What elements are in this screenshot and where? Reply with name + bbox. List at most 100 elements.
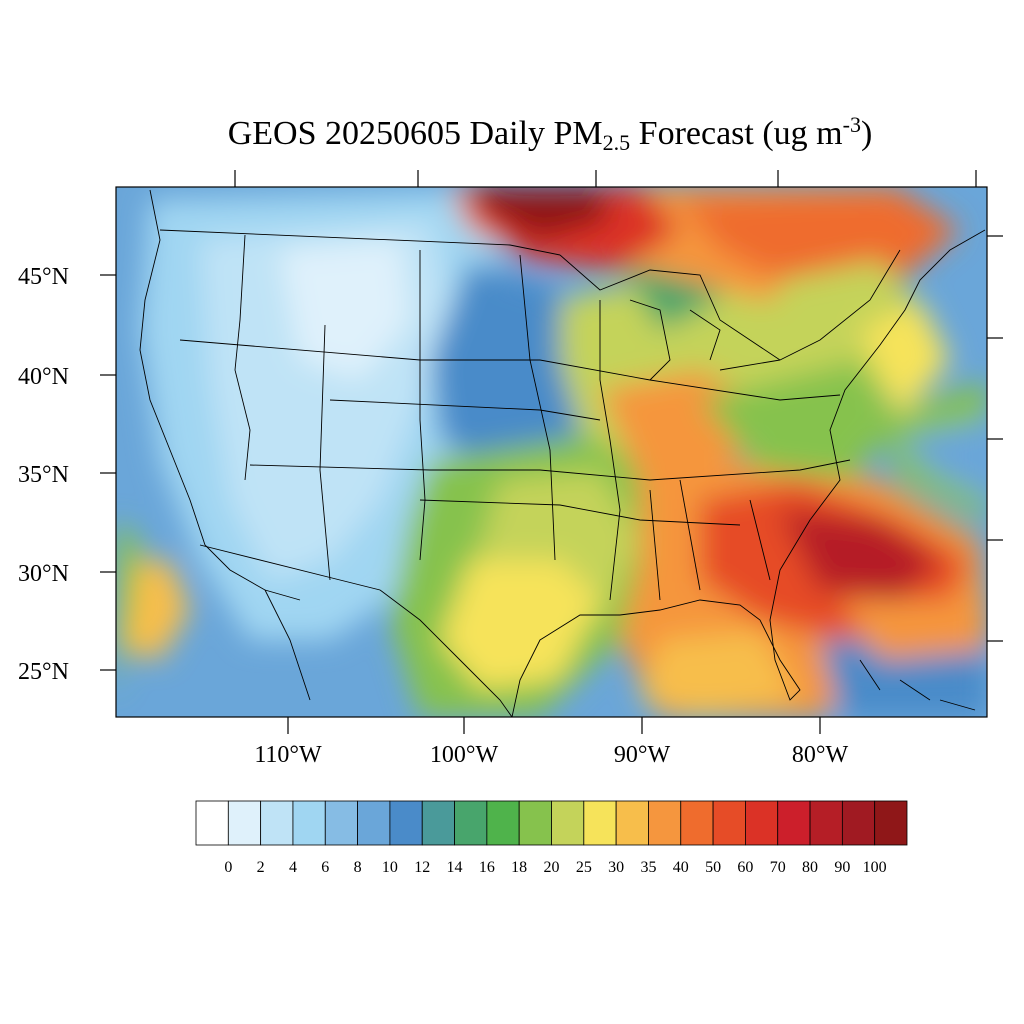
state-line-alabama [679,479,701,591]
lat-label-40: 40°N [18,364,69,390]
field-pacific-green [116,520,140,700]
colorbar-label: 0 [224,859,232,876]
field-idaho-very-low [280,240,410,380]
lon-label-110w: 110°W [254,742,322,768]
colorbar-swatch [486,800,520,846]
field-atlantic-blue [900,420,987,500]
pacific-coastline [139,189,301,601]
colorbar-swatch [745,800,779,846]
lon-label-90w: 90°W [614,742,671,768]
gulf-atlantic-coastline [511,229,986,717]
colorbar-swatch [680,800,714,846]
colorbar-swatch [292,800,326,846]
colorbar-label: 16 [479,859,495,876]
colorbar-swatch [712,800,746,846]
colorbar-label: 90 [834,859,850,876]
field-pacific-blob [116,560,190,660]
page-title: GEOS 20250605 Daily PM2.5 Forecast (ug m… [0,112,1024,156]
great-lakes-border [559,249,901,361]
title-rest: Forecast (ug m [630,115,843,152]
mexico-border [199,544,513,717]
title-subscript: 2.5 [602,130,631,155]
colorbar-label: 8 [354,859,362,876]
state-line-row-33 [419,499,741,526]
mississippi-line [599,300,621,601]
colorbar-swatch [518,800,552,846]
colorbar-swatch [583,800,617,846]
colorbar-swatch [777,800,811,846]
colorbar-label: 25 [576,859,592,876]
field-appalachian-green [700,360,900,480]
lat-label-35: 35°N [18,462,69,488]
colorbar-label: 12 [414,859,430,876]
field-texas-yellow [440,560,600,690]
field-ontario-quebec [680,190,960,290]
coastlines-borders [139,189,986,717]
colorbar-label: 4 [289,859,297,876]
state-line-plains [419,250,426,561]
bahamas-islands [859,659,976,711]
latitude-labels: 45°N 40°N 35°N 30°N 25°N [18,264,69,685]
state-line-row-36 [249,459,851,481]
longitude-labels: 110°W 100°W 90°W 80°W [254,742,848,768]
lake-michigan [629,299,671,381]
colorbar-swatch [357,800,391,846]
colorbar-label: 80 [802,859,818,876]
colorbar-label: 50 [705,859,721,876]
lon-label-100w: 100°W [430,742,499,768]
lat-label-45: 45°N [18,264,69,290]
colorbar-swatch [389,800,423,846]
state-line-row-40 [179,339,841,401]
colorbar-label: 40 [673,859,689,876]
colorbar-swatch [454,800,488,846]
colorbar-label: 60 [737,859,753,876]
colorbar-swatch [648,800,682,846]
colorbar-label: 14 [447,859,463,876]
lake-huron [689,309,721,361]
colorbar-label: 20 [544,859,560,876]
colorbar-swatch [227,800,262,846]
colorbar-label: 6 [321,859,329,876]
colorbar-label: 10 [382,859,398,876]
colorbar-label: 100 [863,859,887,876]
colorbar-swatch [421,800,455,846]
lon-label-80w: 80°W [792,742,849,768]
colorbar-label: 70 [770,859,786,876]
field-caribbean-blue [820,640,987,717]
baja-coastline [264,589,311,701]
field-gulf [640,630,800,717]
colorbar-swatch [324,800,358,846]
colorbar-swatch [809,800,843,846]
field-new-england [860,300,950,420]
colorbar-label: 2 [257,859,265,876]
field-carolina-max [780,510,940,600]
lake-erie [719,359,781,371]
colorbar-swatch [195,800,229,846]
title-superscript: -3 [842,112,861,137]
colorbar-swatch [260,800,294,846]
colorbar-label: 18 [511,859,527,876]
axis-ticks [100,170,1003,734]
canada-border [159,229,561,256]
field-atlantic-orange [840,600,987,660]
colorbar: 0 2 4 6 8 10 12 14 16 18 20 25 30 35 40 50 60 70 80 90 100 [195,800,908,876]
state-line-georgia [749,499,771,581]
concentration-field [116,187,987,717]
lat-label-25: 25°N [18,659,69,685]
colorbar-swatch [874,800,908,846]
state-line-west [234,234,251,481]
colorbar-swatch [551,800,585,846]
state-line-mississippi [649,489,661,601]
colorbar-label: 35 [640,859,656,876]
colorbar-label: 30 [608,859,624,876]
field-canada-plume-max [470,187,610,240]
state-line-mountain [319,324,331,581]
colorbar-swatch [615,800,649,846]
lat-label-30: 30°N [18,561,69,587]
colorbar-swatch [841,800,876,846]
plot-frame [115,186,988,718]
title-close: ) [860,115,873,152]
title-main: GEOS 20250605 Daily PM [227,115,603,152]
state-line-row-38 [329,399,601,421]
